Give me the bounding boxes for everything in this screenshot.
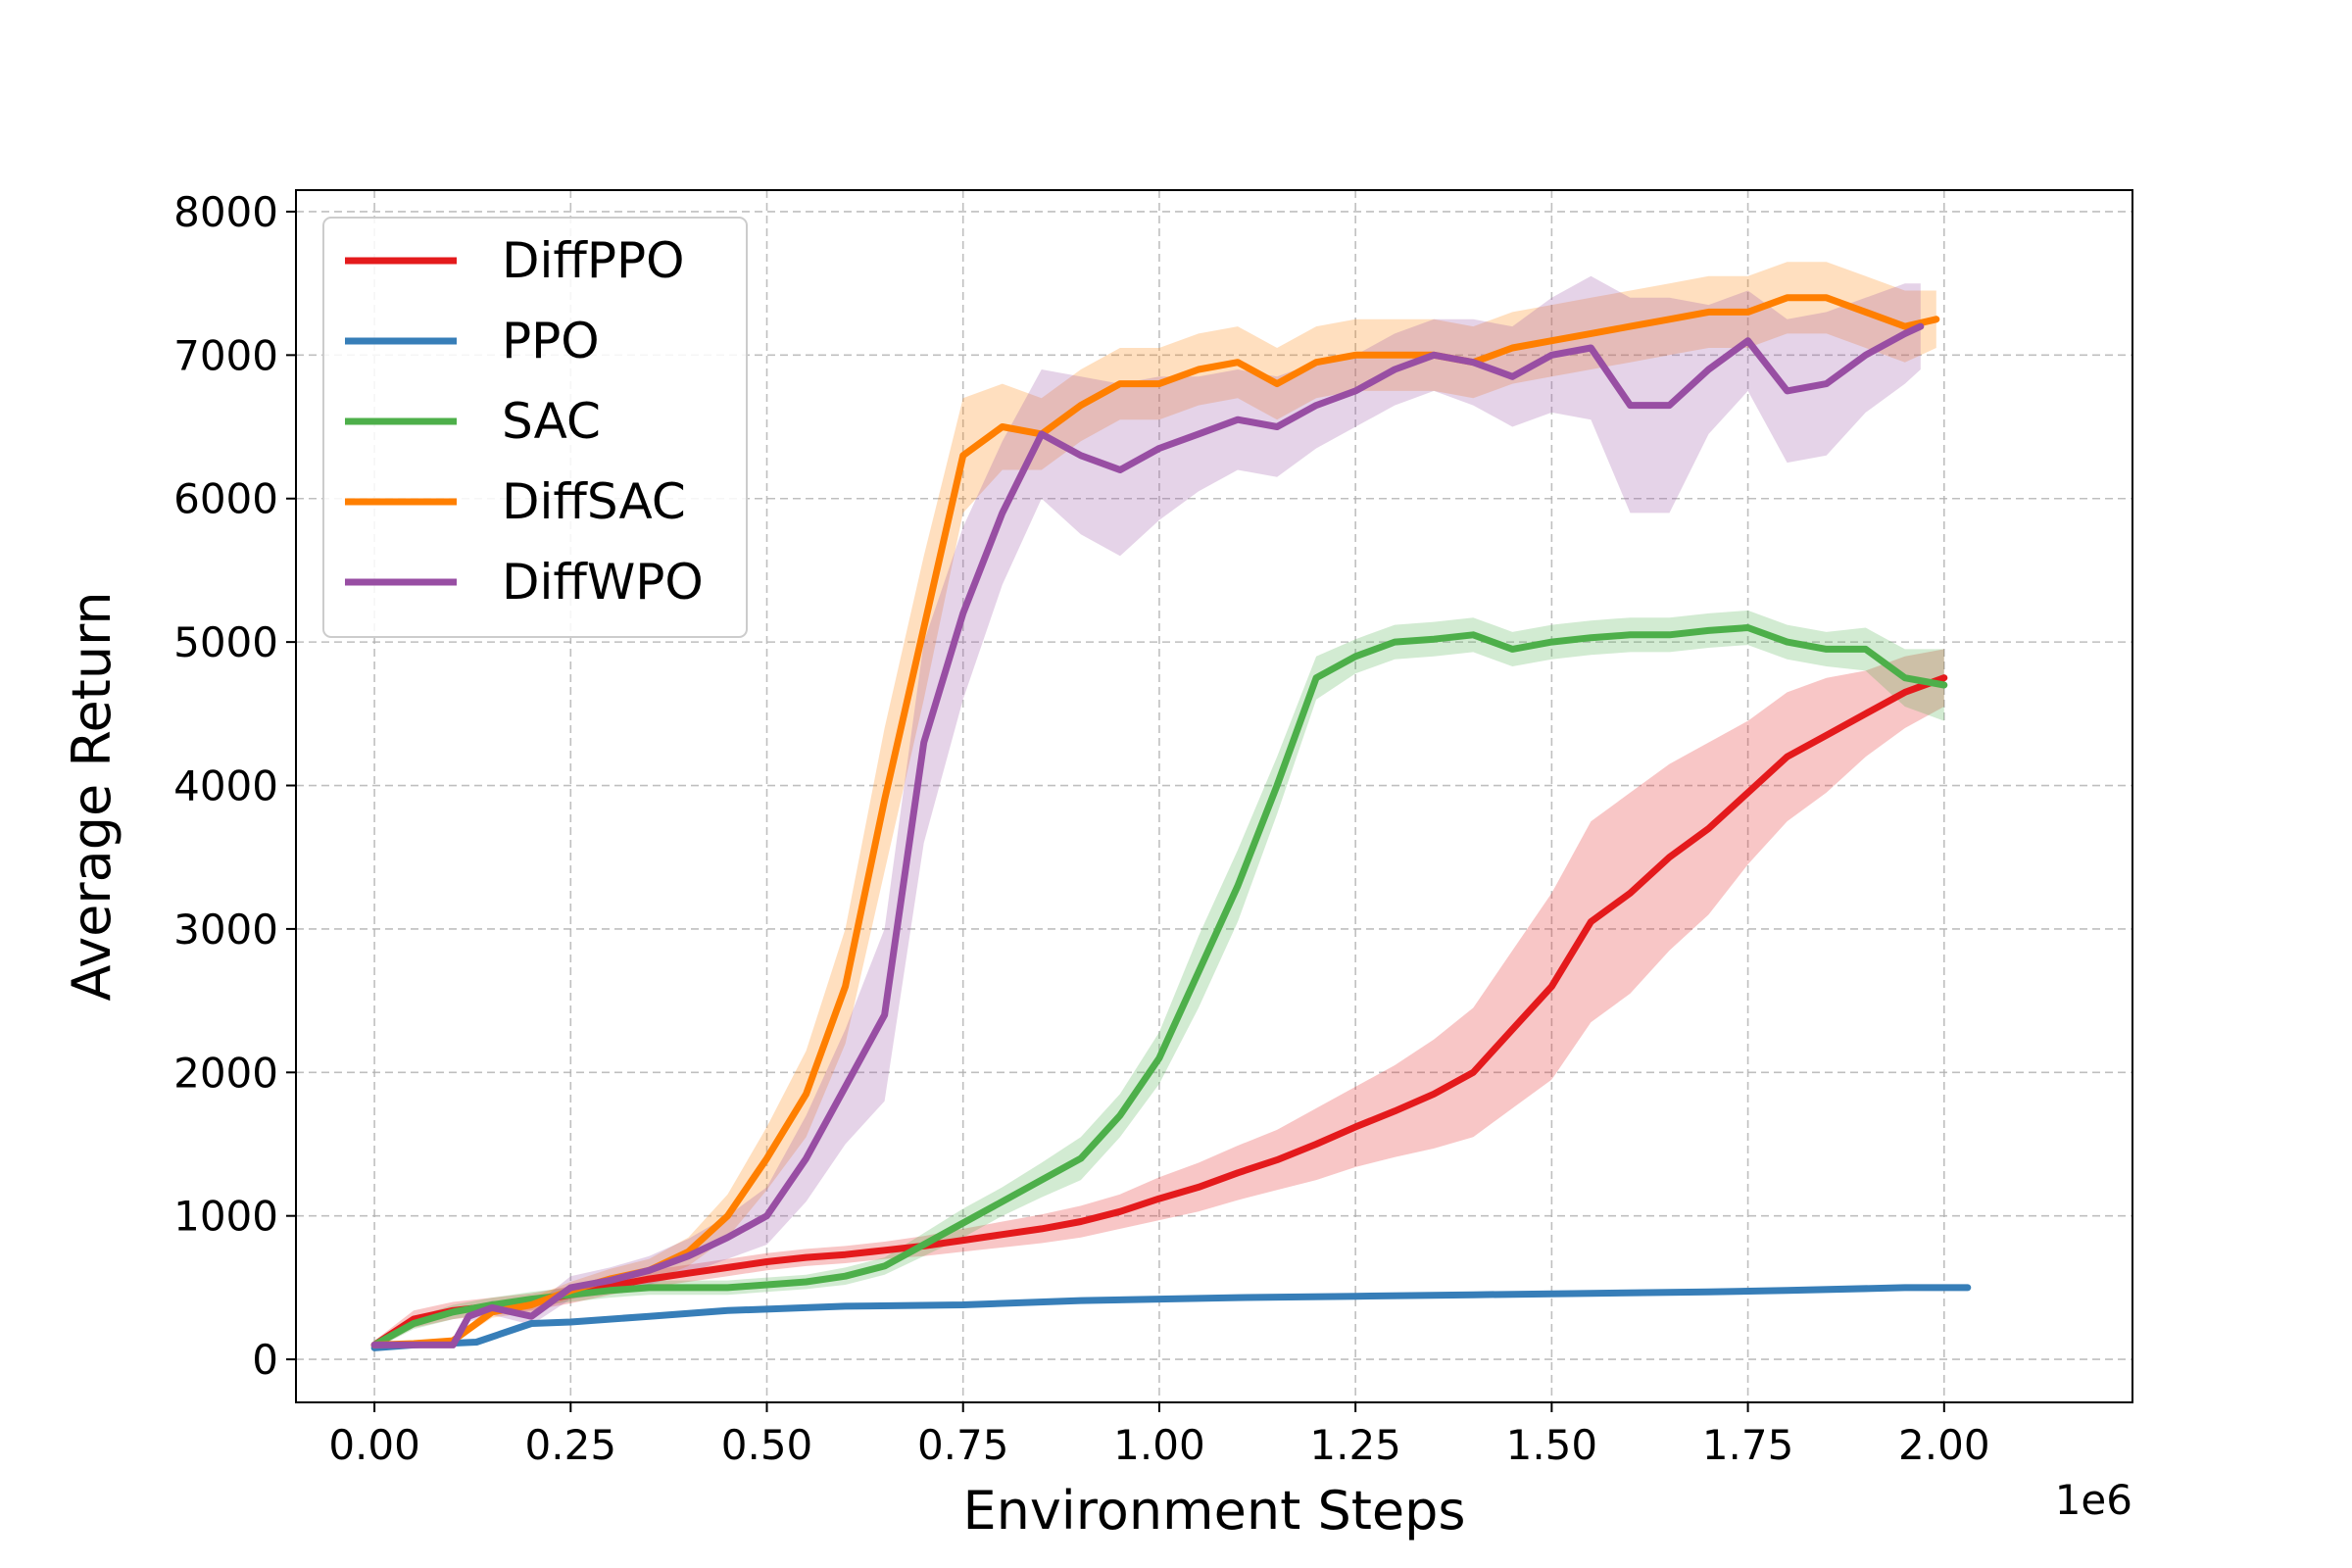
- x-tick-label-7: 1.75: [1702, 1421, 1794, 1469]
- x-axis-label: Environment Steps: [962, 1480, 1465, 1542]
- y-tick-label-3: 3000: [173, 906, 278, 954]
- series-lines: [370, 294, 1972, 1351]
- y-tick-label-2: 2000: [173, 1049, 278, 1097]
- x-tick-label-4: 1.00: [1113, 1421, 1205, 1469]
- y-axis-ticks: 0 1000 2000 3000 4000 5000 6000 7000 8000: [173, 188, 296, 1384]
- x-tick-label-2: 0.50: [721, 1421, 813, 1469]
- legend-box: [322, 217, 748, 638]
- band-diffppo: [374, 649, 1944, 1349]
- y-tick-label-1: 1000: [173, 1193, 278, 1241]
- series-line-diffwpo: [370, 322, 1925, 1348]
- y-tick-label-4: 4000: [173, 762, 278, 810]
- y-tick-label-7: 7000: [173, 331, 278, 379]
- band-diffwpo: [374, 275, 1921, 1348]
- series-line-ppo: [370, 1284, 1972, 1351]
- legend: DiffPPO PPO SAC DiffSAC DiffWPO: [322, 217, 748, 638]
- x-tick-label-8: 2.00: [1898, 1421, 1990, 1469]
- x-axis-ticks: 0.00 0.25 0.50 0.75 1.00 1.25 1.50 1.75 2.00: [328, 1402, 1990, 1469]
- x-tick-label-5: 1.25: [1309, 1421, 1401, 1469]
- y-tick-label-0: 0: [252, 1336, 278, 1384]
- series-line-sac: [370, 624, 1948, 1348]
- x-tick-label-6: 1.50: [1506, 1421, 1598, 1469]
- y-tick-label-8: 8000: [173, 188, 278, 236]
- y-axis-label: Average Return: [61, 591, 122, 1001]
- x-tick-label-3: 0.75: [917, 1421, 1009, 1469]
- y-tick-label-6: 6000: [173, 475, 278, 523]
- grid: [296, 190, 2132, 1402]
- legend-label-diffsac: DiffSAC: [502, 473, 686, 530]
- legend-label-sac: SAC: [502, 393, 601, 450]
- x-tick-label-0: 0.00: [328, 1421, 420, 1469]
- x-axis-offset-label: 1e6: [2055, 1476, 2132, 1524]
- series-line-diffppo: [370, 674, 1948, 1348]
- x-tick-label-1: 0.25: [525, 1421, 617, 1469]
- plot-frame: [295, 189, 2133, 1403]
- legend-label-ppo: PPO: [502, 313, 600, 369]
- legend-label-diffwpo: DiffWPO: [502, 554, 704, 611]
- y-tick-label-5: 5000: [173, 618, 278, 666]
- legend-label-diffppo: DiffPPO: [502, 232, 685, 289]
